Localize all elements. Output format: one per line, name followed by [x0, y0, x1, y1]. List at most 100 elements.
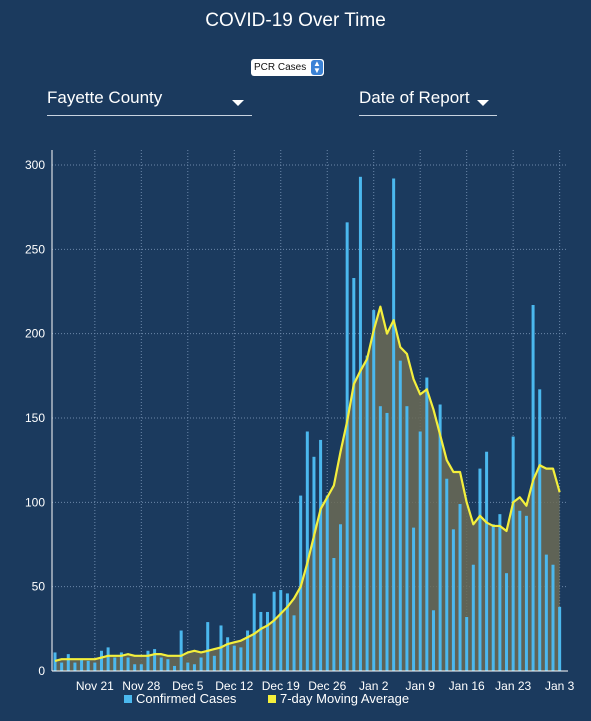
- bar-confirmed-cases[interactable]: [392, 178, 396, 671]
- bar-confirmed-cases[interactable]: [558, 606, 562, 671]
- legend-label-confirmed: Confirmed Cases: [136, 691, 237, 706]
- bar-confirmed-cases[interactable]: [471, 564, 475, 671]
- legend-label-moving-average: 7-day Moving Average: [280, 691, 410, 706]
- legend-item-confirmed[interactable]: Confirmed Cases: [124, 691, 236, 706]
- y-tick-label: 100: [25, 495, 45, 509]
- bar-confirmed-cases[interactable]: [412, 527, 416, 671]
- bar-confirmed-cases[interactable]: [192, 664, 196, 671]
- bar-confirmed-cases[interactable]: [491, 524, 495, 671]
- bar-confirmed-cases[interactable]: [86, 660, 90, 671]
- bar-confirmed-cases[interactable]: [544, 554, 548, 671]
- bar-confirmed-cases[interactable]: [179, 630, 183, 671]
- bar-confirmed-cases[interactable]: [279, 590, 283, 671]
- bar-confirmed-cases[interactable]: [199, 657, 203, 671]
- bars: [53, 176, 562, 671]
- bar-confirmed-cases[interactable]: [478, 468, 482, 671]
- bar-confirmed-cases[interactable]: [146, 650, 150, 671]
- bar-confirmed-cases[interactable]: [80, 659, 84, 671]
- bar-confirmed-cases[interactable]: [551, 564, 555, 671]
- bar-confirmed-cases[interactable]: [418, 431, 422, 671]
- bar-confirmed-cases[interactable]: [259, 611, 263, 671]
- bar-confirmed-cases[interactable]: [292, 615, 296, 671]
- bar-confirmed-cases[interactable]: [451, 529, 455, 671]
- bar-confirmed-cases[interactable]: [505, 573, 509, 671]
- bar-confirmed-cases[interactable]: [385, 412, 389, 671]
- bar-confirmed-cases[interactable]: [113, 657, 117, 671]
- x-tick-label: Dec 5: [172, 679, 204, 693]
- case-type-select[interactable]: PCR Cases ▲ ▼: [251, 59, 324, 76]
- bar-confirmed-cases[interactable]: [372, 310, 376, 671]
- bar-confirmed-cases[interactable]: [239, 647, 243, 671]
- bar-confirmed-cases[interactable]: [153, 649, 157, 671]
- legend-item-moving-average[interactable]: 7-day Moving Average: [268, 691, 409, 706]
- county-dropdown[interactable]: Fayette County: [47, 88, 252, 116]
- bar-confirmed-cases[interactable]: [173, 665, 177, 671]
- bar-confirmed-cases[interactable]: [352, 278, 356, 671]
- bar-confirmed-cases[interactable]: [405, 406, 409, 671]
- bar-confirmed-cases[interactable]: [60, 662, 64, 671]
- moving-average-line-group: [54, 305, 561, 662]
- x-tick-label: Nov 21: [76, 679, 114, 693]
- x-tick-label: Jan 23: [495, 679, 531, 693]
- bar-confirmed-cases[interactable]: [538, 389, 542, 671]
- bar-confirmed-cases[interactable]: [458, 504, 462, 671]
- bar-confirmed-cases[interactable]: [252, 593, 256, 671]
- bar-confirmed-cases[interactable]: [246, 630, 250, 671]
- bar-confirmed-cases[interactable]: [93, 662, 97, 671]
- x-tick-label: Jan 16: [449, 679, 485, 693]
- bar-confirmed-cases[interactable]: [345, 222, 349, 671]
- bar-confirmed-cases[interactable]: [339, 524, 343, 671]
- bar-confirmed-cases[interactable]: [425, 377, 429, 671]
- bar-confirmed-cases[interactable]: [465, 617, 469, 671]
- bar-confirmed-cases[interactable]: [139, 664, 143, 671]
- chart-title: COVID-19 Over Time: [205, 10, 386, 31]
- date-dropdown[interactable]: Date of Report: [359, 88, 497, 116]
- bar-confirmed-cases[interactable]: [159, 657, 163, 671]
- bar-confirmed-cases[interactable]: [498, 514, 502, 671]
- x-tick-label: Dec 12: [215, 679, 253, 693]
- y-tick-label: 200: [25, 327, 45, 341]
- bar-confirmed-cases[interactable]: [166, 659, 170, 671]
- bar-confirmed-cases[interactable]: [265, 611, 269, 671]
- x-tick-label: Jan 9: [406, 679, 436, 693]
- bar-confirmed-cases[interactable]: [445, 478, 449, 671]
- bar-confirmed-cases[interactable]: [106, 647, 110, 671]
- bar-confirmed-cases[interactable]: [73, 662, 77, 671]
- axes: 0 50 100 150 200 250 300 Nov 21 Nov 28 Dec 5 Dec 1…: [25, 150, 575, 693]
- bar-confirmed-cases[interactable]: [511, 436, 515, 671]
- bar-confirmed-cases[interactable]: [119, 652, 123, 671]
- bar-confirmed-cases[interactable]: [319, 439, 323, 671]
- bar-confirmed-cases[interactable]: [325, 495, 329, 671]
- bar-confirmed-cases[interactable]: [524, 515, 528, 671]
- x-tick-label: Nov 28: [122, 679, 160, 693]
- bar-confirmed-cases[interactable]: [398, 360, 402, 671]
- moving-average-line[interactable]: [54, 305, 561, 662]
- bar-confirmed-cases[interactable]: [226, 637, 230, 671]
- bar-confirmed-cases[interactable]: [378, 406, 382, 671]
- bar-confirmed-cases[interactable]: [272, 591, 276, 671]
- bar-confirmed-cases[interactable]: [126, 657, 130, 671]
- bar-confirmed-cases[interactable]: [186, 662, 190, 671]
- bar-confirmed-cases[interactable]: [99, 650, 103, 671]
- bar-confirmed-cases[interactable]: [431, 610, 435, 671]
- bar-confirmed-cases[interactable]: [212, 655, 216, 671]
- bar-confirmed-cases[interactable]: [53, 652, 57, 671]
- bar-confirmed-cases[interactable]: [66, 654, 70, 671]
- bar-confirmed-cases[interactable]: [312, 456, 316, 671]
- bar-confirmed-cases[interactable]: [365, 355, 369, 671]
- bar-confirmed-cases[interactable]: [133, 664, 137, 671]
- bar-confirmed-cases[interactable]: [285, 593, 289, 671]
- bar-confirmed-cases[interactable]: [438, 404, 442, 671]
- bar-confirmed-cases[interactable]: [531, 304, 535, 671]
- bar-confirmed-cases[interactable]: [332, 557, 336, 671]
- legend-swatch-confirmed: [124, 695, 132, 703]
- bar-confirmed-cases[interactable]: [232, 645, 236, 671]
- bar-confirmed-cases[interactable]: [358, 176, 362, 671]
- bar-confirmed-cases[interactable]: [305, 431, 309, 671]
- bar-confirmed-cases[interactable]: [485, 451, 489, 671]
- y-tick-label: 300: [25, 158, 45, 172]
- bar-confirmed-cases[interactable]: [518, 510, 522, 671]
- bar-confirmed-cases[interactable]: [206, 622, 210, 671]
- x-tick-label: Jan 2: [359, 679, 389, 693]
